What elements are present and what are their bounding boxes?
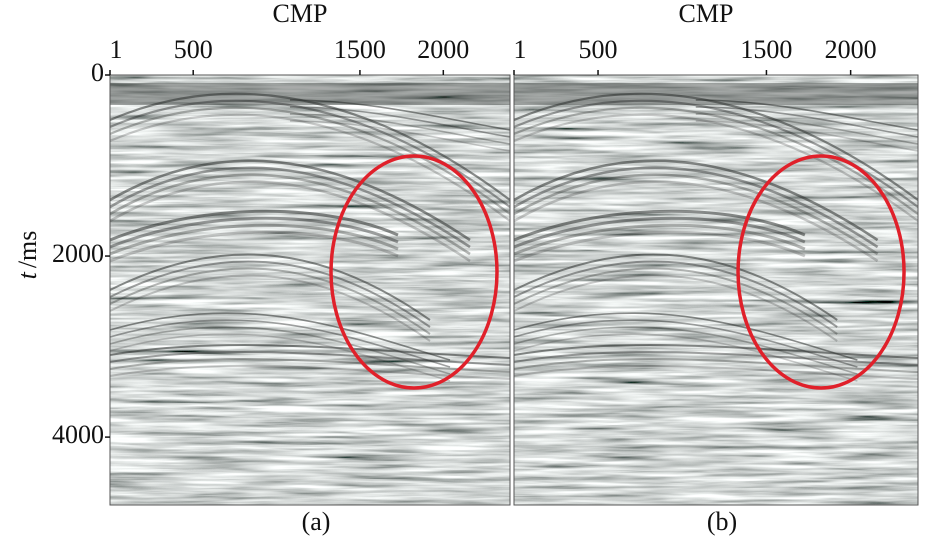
x-tick-label: 1500 xyxy=(334,35,386,64)
reflector xyxy=(110,223,399,256)
reflector xyxy=(514,267,838,335)
reflector xyxy=(110,365,510,380)
x-tick-label: 2000 xyxy=(417,35,469,64)
reflector xyxy=(514,333,858,382)
near-surface-band xyxy=(514,83,918,105)
panel-label: (a) xyxy=(302,507,331,536)
reflector xyxy=(514,312,858,361)
reflector xyxy=(110,209,399,242)
y-axis-label: t/ms xyxy=(13,231,42,280)
y-tick-label: 4000 xyxy=(52,420,104,449)
reflector xyxy=(110,267,431,335)
reflector xyxy=(110,113,510,222)
reflector xyxy=(514,166,879,249)
x-axis-title: CMP xyxy=(679,0,734,28)
reflector xyxy=(514,253,838,321)
panel-frame xyxy=(109,74,511,506)
reflector xyxy=(514,99,918,208)
reflector xyxy=(514,223,806,256)
seismic-section xyxy=(514,75,918,505)
x-axis-title: CMP xyxy=(273,0,328,28)
reflector xyxy=(110,351,510,366)
reflector xyxy=(514,358,918,373)
reflector xyxy=(110,326,451,375)
reflector xyxy=(514,106,918,215)
reflector xyxy=(695,120,918,152)
y-label-unit: /ms xyxy=(13,231,42,269)
reflector xyxy=(514,216,806,249)
x-tick-label: 1 xyxy=(514,35,527,64)
reflector xyxy=(695,113,918,145)
near-surface-band xyxy=(110,83,510,105)
reflector xyxy=(514,173,879,256)
reflector xyxy=(514,113,918,222)
reflector xyxy=(110,260,431,328)
reflector xyxy=(514,274,838,342)
reflector xyxy=(110,166,471,249)
reflector xyxy=(110,173,471,256)
reflector xyxy=(514,326,858,375)
reflector xyxy=(695,99,918,131)
x-tick-label: 500 xyxy=(174,35,213,64)
reflector xyxy=(110,344,510,359)
x-tick-label: 2000 xyxy=(825,35,877,64)
reflector xyxy=(110,106,510,215)
seismic-section xyxy=(110,75,510,505)
panel-frame xyxy=(513,74,919,506)
reflector xyxy=(110,253,431,321)
reflector xyxy=(110,274,431,342)
reflector xyxy=(695,106,918,138)
reflector xyxy=(514,92,918,201)
panel-label: (b) xyxy=(707,507,737,536)
reflector xyxy=(514,365,918,380)
reflector xyxy=(514,260,838,328)
seismic-texture xyxy=(514,75,918,505)
y-tick-label: 2000 xyxy=(52,239,104,268)
reflector xyxy=(110,312,451,361)
reflector xyxy=(514,209,806,242)
y-label-var: t xyxy=(13,271,42,279)
reflector xyxy=(110,92,510,201)
seismic-texture xyxy=(110,75,510,505)
x-tick-label: 1 xyxy=(110,35,123,64)
reflector xyxy=(514,344,918,359)
reflector xyxy=(289,106,510,138)
reflector xyxy=(514,230,806,263)
reflector xyxy=(110,333,451,382)
reflector xyxy=(514,351,918,366)
reflector xyxy=(514,180,879,263)
reflector xyxy=(110,358,510,373)
highlight-ellipse xyxy=(736,154,906,390)
reflector xyxy=(110,159,471,242)
reflector xyxy=(289,113,510,145)
x-tick-label: 500 xyxy=(579,35,618,64)
x-tick-label: 1500 xyxy=(740,35,792,64)
highlight-ellipse xyxy=(329,154,499,390)
reflector xyxy=(514,319,858,368)
reflector xyxy=(110,216,399,249)
reflector xyxy=(110,230,399,263)
reflector xyxy=(110,99,510,208)
y-tick-label: 0 xyxy=(91,58,104,87)
reflector xyxy=(514,159,879,242)
reflector xyxy=(110,180,471,263)
reflector xyxy=(289,99,510,131)
reflector xyxy=(289,120,510,152)
reflector xyxy=(110,319,451,368)
